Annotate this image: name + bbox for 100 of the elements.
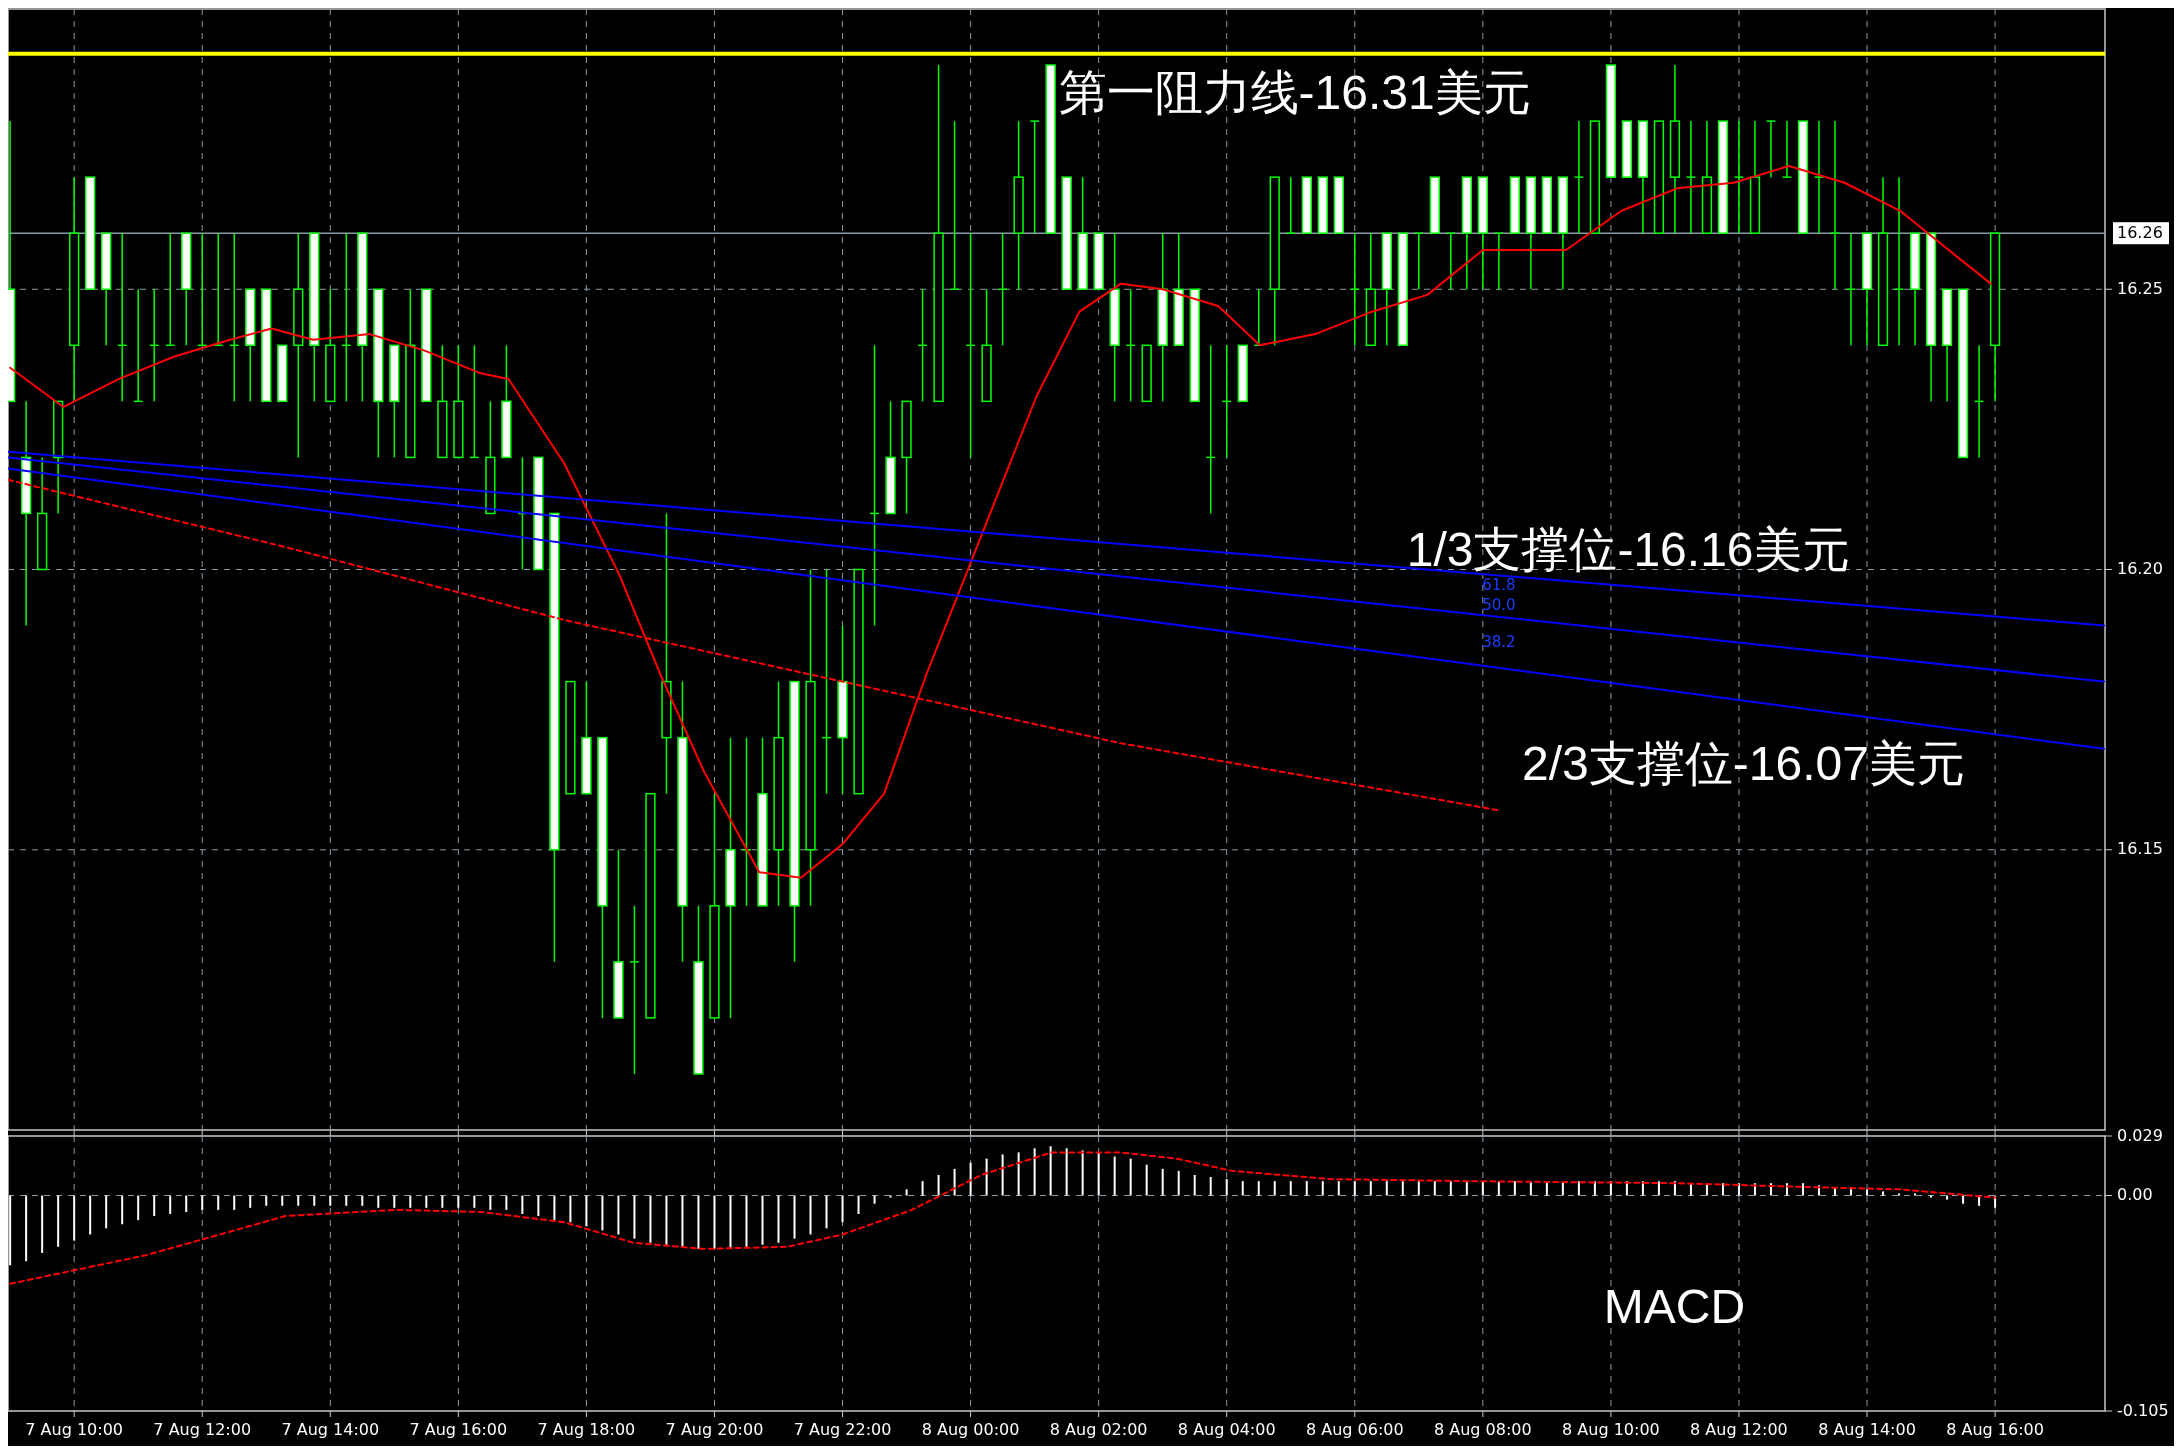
candlestick — [1813, 120, 1825, 234]
bar — [841, 1195, 844, 1223]
bar — [1017, 1152, 1020, 1196]
x-tick-label: 8 Aug 16:00 — [1946, 1420, 2044, 1439]
bar — [553, 1195, 556, 1221]
bar — [217, 1195, 220, 1210]
bar — [1145, 1164, 1148, 1196]
bar — [1321, 1181, 1324, 1196]
bar — [1433, 1181, 1436, 1196]
candlestick — [1829, 120, 1841, 290]
bar — [505, 1195, 508, 1210]
bar — [1930, 1195, 1933, 1198]
bar — [1337, 1181, 1340, 1196]
x-tick-label: 7 Aug 22:00 — [793, 1420, 892, 1439]
bar — [1449, 1181, 1452, 1196]
bar — [1721, 1183, 1724, 1196]
x-tick-label: 8 Aug 06:00 — [1305, 1420, 1404, 1439]
x-tick-label: 7 Aug 16:00 — [409, 1420, 508, 1439]
bar — [313, 1195, 316, 1206]
x-tick-label: 8 Aug 04:00 — [1177, 1420, 1276, 1439]
bar — [489, 1195, 492, 1210]
bar — [969, 1162, 972, 1196]
y-tick-label: 16.15 — [2117, 839, 2163, 859]
annotation: 第一阻力线-16.31美元 — [1058, 65, 1531, 119]
bar — [1305, 1181, 1308, 1196]
candlestick — [1445, 232, 1456, 290]
x-tick-label: 7 Aug 18:00 — [537, 1420, 636, 1439]
bar — [1882, 1191, 1885, 1196]
bar — [169, 1195, 172, 1214]
bar — [793, 1195, 796, 1239]
bar — [809, 1195, 812, 1235]
y-tick-label: 16.25 — [2117, 278, 2163, 298]
candlestick — [1781, 120, 1793, 178]
bar — [777, 1195, 780, 1243]
x-tick-label: 8 Aug 14:00 — [1818, 1420, 1916, 1439]
x-tick-label: 8 Aug 00:00 — [921, 1420, 1020, 1439]
bar — [745, 1195, 748, 1247]
bar — [425, 1195, 428, 1208]
bar — [681, 1195, 684, 1247]
bar — [41, 1195, 44, 1253]
bar — [1497, 1181, 1500, 1196]
x-tick-label: 8 Aug 10:00 — [1562, 1420, 1660, 1439]
annotation: MACD — [1603, 1280, 1746, 1333]
x-tick-label: 8 Aug 02:00 — [1049, 1420, 1148, 1439]
bar — [1801, 1183, 1804, 1196]
bar — [281, 1195, 284, 1206]
bar — [105, 1195, 108, 1229]
x-tick-label: 7 Aug 14:00 — [281, 1420, 380, 1439]
candlestick — [1285, 176, 1296, 234]
bar — [57, 1195, 60, 1247]
candlestick — [1573, 120, 1585, 234]
candlestick — [1733, 120, 1745, 234]
bar — [1866, 1189, 1869, 1196]
bar — [1353, 1181, 1356, 1196]
bar — [1369, 1181, 1372, 1196]
bar — [1049, 1146, 1052, 1196]
bar — [121, 1195, 124, 1225]
bar — [25, 1195, 28, 1262]
bar — [889, 1195, 892, 1198]
bar — [1385, 1181, 1388, 1196]
bar — [1161, 1168, 1164, 1196]
bar — [1001, 1154, 1004, 1196]
bar — [393, 1195, 396, 1208]
bar — [649, 1195, 652, 1243]
bar — [1257, 1181, 1260, 1196]
x-tick-label: 7 Aug 10:00 — [25, 1420, 124, 1439]
bar — [569, 1195, 572, 1223]
bar — [1737, 1183, 1740, 1196]
y-tick-label: 0.00 — [2117, 1185, 2153, 1205]
bar — [1417, 1181, 1420, 1196]
bar — [585, 1195, 588, 1227]
bar — [905, 1189, 908, 1196]
bar — [1946, 1195, 1949, 1200]
x-tick-label: 8 Aug 12:00 — [1690, 1420, 1788, 1439]
candlestick — [1029, 120, 1040, 234]
x-tick-label: 7 Aug 20:00 — [665, 1420, 764, 1439]
bar — [1481, 1181, 1484, 1196]
bar — [921, 1181, 924, 1196]
annotation: 38.2 — [1482, 632, 1516, 651]
bar — [825, 1195, 828, 1229]
bar — [89, 1195, 92, 1235]
bar — [1289, 1181, 1292, 1196]
bar — [329, 1195, 332, 1206]
bar — [937, 1174, 940, 1196]
bar — [953, 1168, 956, 1196]
bar — [473, 1195, 476, 1208]
y-tick-label: 16.20 — [2117, 559, 2163, 578]
bar — [537, 1195, 540, 1217]
bar — [873, 1195, 876, 1204]
candlestick — [1685, 120, 1697, 234]
bar — [1273, 1181, 1276, 1196]
bar — [73, 1195, 76, 1241]
candlestick — [1413, 232, 1424, 290]
bar — [1097, 1152, 1100, 1196]
bar — [1193, 1174, 1196, 1196]
candlestick — [1765, 120, 1777, 178]
bar — [1081, 1150, 1084, 1196]
bar — [713, 1195, 716, 1249]
ref-line-label: 16.26 — [2117, 222, 2163, 242]
bar — [457, 1195, 460, 1208]
